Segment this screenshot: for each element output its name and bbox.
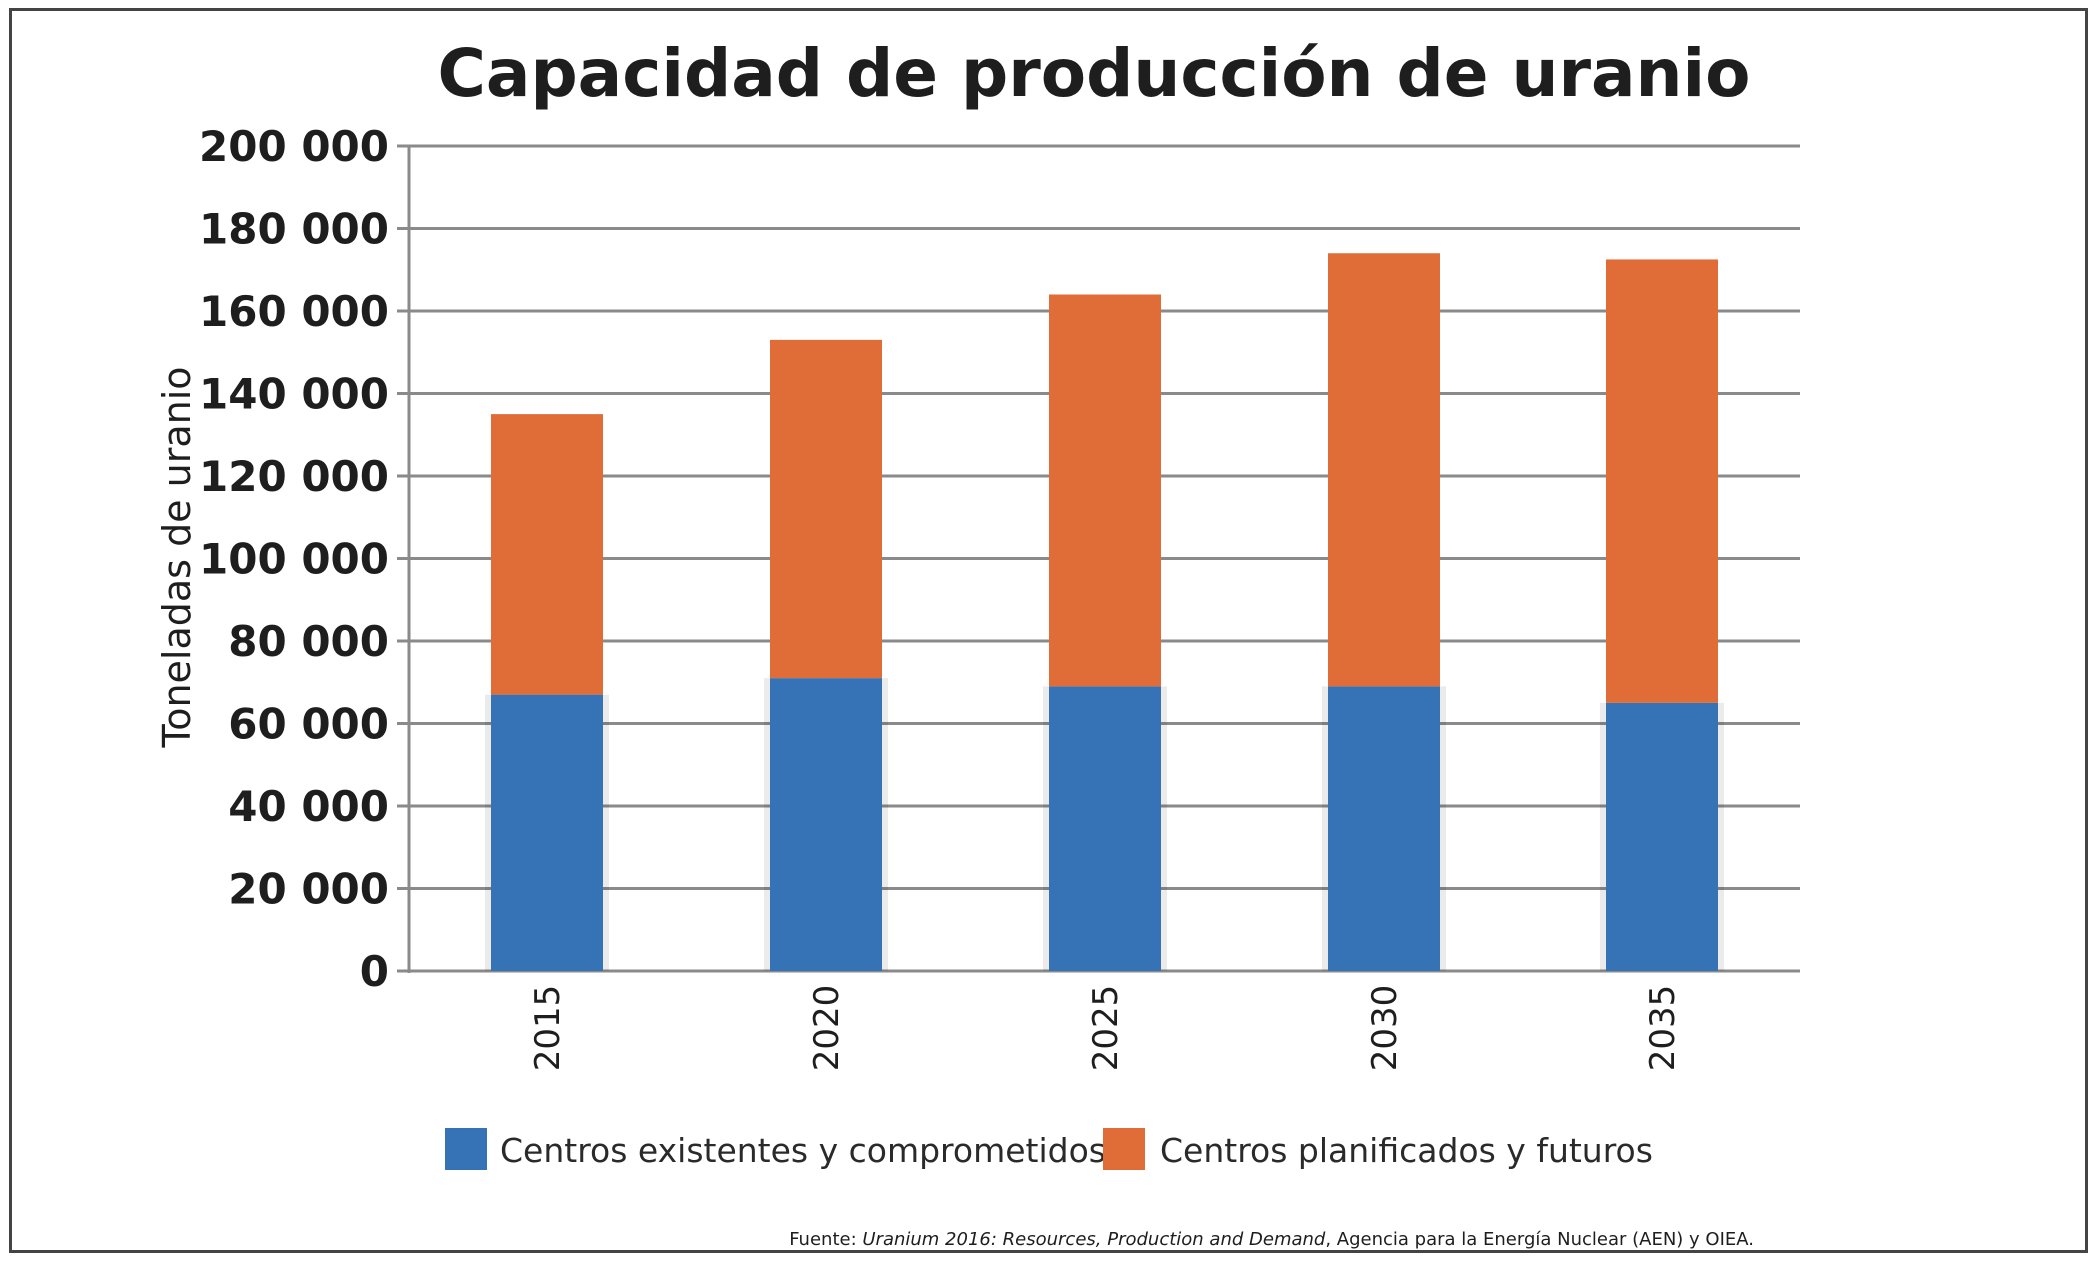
bar-2015-series-1 — [491, 694, 603, 971]
legend-label-2: Centros planificados y futuros — [1160, 1131, 1653, 1170]
bar-2020-series-1 — [770, 678, 882, 971]
y-axis-label: Toneladas de uranio — [155, 366, 199, 748]
y-tick-label-80000: 80 000 — [228, 617, 389, 666]
legend-swatch-2 — [1103, 1128, 1145, 1170]
x-tick-label-2015: 2015 — [528, 985, 568, 1072]
y-tick-label-200000: 200 000 — [199, 122, 389, 171]
x-tick-label-2025: 2025 — [1086, 985, 1126, 1072]
bar-2020-series-2 — [770, 339, 882, 679]
chart-title: Capacidad de producción de uranio — [437, 35, 1750, 112]
source-suffix: , Agencia para la Energía Nuclear (AEN) … — [1325, 1229, 1754, 1250]
legend: Centros existentes y comprometidos Centro… — [445, 1128, 1653, 1170]
bar-2035-series-1 — [1606, 702, 1718, 971]
x-tick-label-2030: 2030 — [1365, 985, 1405, 1072]
y-tick-label-0: 0 — [360, 947, 389, 996]
x-tick-label-2020: 2020 — [807, 985, 847, 1072]
bar-2015-series-2 — [491, 414, 603, 695]
bar-2025-series-1 — [1049, 686, 1161, 971]
x-tick-label-2035: 2035 — [1643, 985, 1683, 1072]
bar-2030-series-2 — [1328, 253, 1440, 687]
y-tick-label-180000: 180 000 — [199, 205, 389, 254]
source-title: Uranium 2016: Resources, Production and … — [862, 1229, 1326, 1250]
y-tick-label-40000: 40 000 — [228, 782, 389, 831]
chart-frame — [9, 8, 2088, 1253]
y-tick-label-100000: 100 000 — [199, 535, 389, 584]
y-tick-label-20000: 20 000 — [228, 865, 389, 914]
x-axis-ticks: 2015 2020 2025 2030 2035 — [528, 985, 1683, 1072]
y-tick-label-140000: 140 000 — [199, 370, 389, 419]
source-note: Fuente: Uranium 2016: Resources, Product… — [789, 1229, 1754, 1250]
y-axis-ticks: 0 20 000 40 000 60 000 80 000 100 000 120 000 1… — [199, 122, 389, 996]
bars — [485, 253, 1724, 971]
legend-swatch-1 — [445, 1128, 487, 1170]
bar-2030-series-1 — [1328, 686, 1440, 971]
source-prefix: Fuente: — [789, 1229, 862, 1250]
y-tick-label-160000: 160 000 — [199, 287, 389, 336]
bar-2035-series-2 — [1606, 259, 1718, 703]
y-tick-label-60000: 60 000 — [228, 700, 389, 749]
bar-2025-series-2 — [1049, 294, 1161, 687]
y-tick-label-120000: 120 000 — [199, 452, 389, 501]
legend-label-1: Centros existentes y comprometidos — [500, 1131, 1106, 1170]
